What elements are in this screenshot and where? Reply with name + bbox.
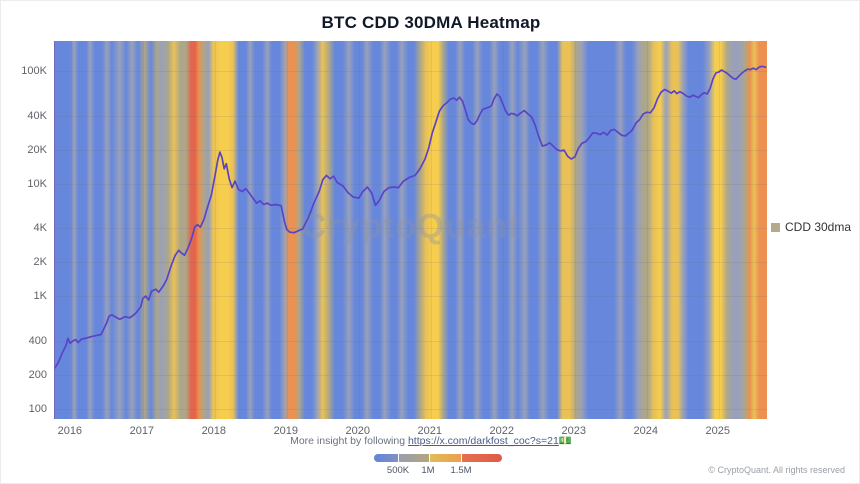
y-tick-label: 400 — [28, 334, 47, 347]
h-gridline — [55, 340, 767, 342]
y-tick-label: 1K — [33, 290, 47, 302]
v-gridline — [430, 41, 432, 419]
x-tick-label: 2019 — [273, 425, 299, 437]
colorbar-label: 500K — [386, 465, 410, 476]
y-axis: 100K 40K 20K 10K 4K 2K 1K 400 200 100 — [1, 1, 49, 483]
h-gridline — [55, 262, 767, 264]
colorbar-label: 1M — [421, 465, 435, 476]
price-line — [55, 65, 767, 369]
footer-link[interactable]: https://x.com/darkfost_coc?s=21 — [407, 435, 559, 447]
h-gridline — [55, 228, 767, 230]
h-gridline — [55, 183, 767, 185]
x-tick-label: 2018 — [201, 425, 227, 437]
v-gridline — [70, 41, 72, 419]
colorbar-segment — [398, 454, 429, 462]
v-gridline — [718, 41, 720, 419]
x-tick-label: 2022 — [489, 425, 515, 437]
footer-text: More insight by following — [290, 435, 408, 447]
h-gridline — [55, 71, 767, 72]
x-tick-label: 2017 — [129, 425, 155, 437]
v-gridline — [358, 41, 360, 419]
chart-plot[interactable]: CryptoQuant — [54, 41, 767, 419]
x-tick-label: 2020 — [345, 425, 371, 437]
v-gridline — [142, 41, 144, 419]
x-tick-label: 2016 — [57, 425, 83, 437]
legend-item-cdd30dma[interactable]: CDD 30dma — [771, 220, 851, 234]
colorbar-segment — [374, 454, 398, 462]
y-tick-label: 200 — [28, 368, 47, 381]
x-tick-label: 2024 — [633, 425, 658, 437]
y-tick-label: 100 — [28, 402, 47, 415]
colorbar-label: 1.5M — [450, 465, 472, 476]
x-tick-label: 2021 — [417, 425, 443, 437]
h-gridline — [55, 149, 767, 151]
money-emoji: 💵 — [558, 435, 572, 447]
h-gridline — [55, 408, 767, 410]
colorbar — [374, 454, 503, 462]
y-tick-label: 4K — [33, 222, 47, 235]
page-title: BTC CDD 30DMA Heatmap — [321, 13, 541, 32]
h-gridline — [55, 374, 767, 376]
footer-note: More insight by following https://x.com/… — [1, 434, 859, 447]
v-gridline — [214, 41, 216, 419]
x-tick-label: 2023 — [561, 425, 587, 437]
v-gridline — [646, 41, 648, 419]
y-tick-label: 100K — [21, 65, 47, 77]
copyright: © CryptoQuant. All rights reserved — [708, 465, 845, 475]
colorbar-segment — [429, 454, 462, 462]
legend-swatch — [771, 222, 780, 232]
x-tick-label: 2025 — [705, 425, 730, 437]
h-gridline — [55, 115, 767, 117]
colorbar-segment — [462, 454, 503, 462]
price-line-layer — [55, 65, 767, 369]
y-tick-label: 40K — [27, 109, 47, 122]
legend-label: CDD 30dma — [785, 220, 852, 234]
y-tick-label: 2K — [33, 256, 47, 269]
v-gridline — [502, 41, 504, 419]
y-tick-label: 10K — [27, 177, 47, 190]
h-gridline — [55, 296, 767, 297]
y-tick-label: 20K — [27, 143, 47, 156]
v-gridline — [574, 41, 576, 419]
